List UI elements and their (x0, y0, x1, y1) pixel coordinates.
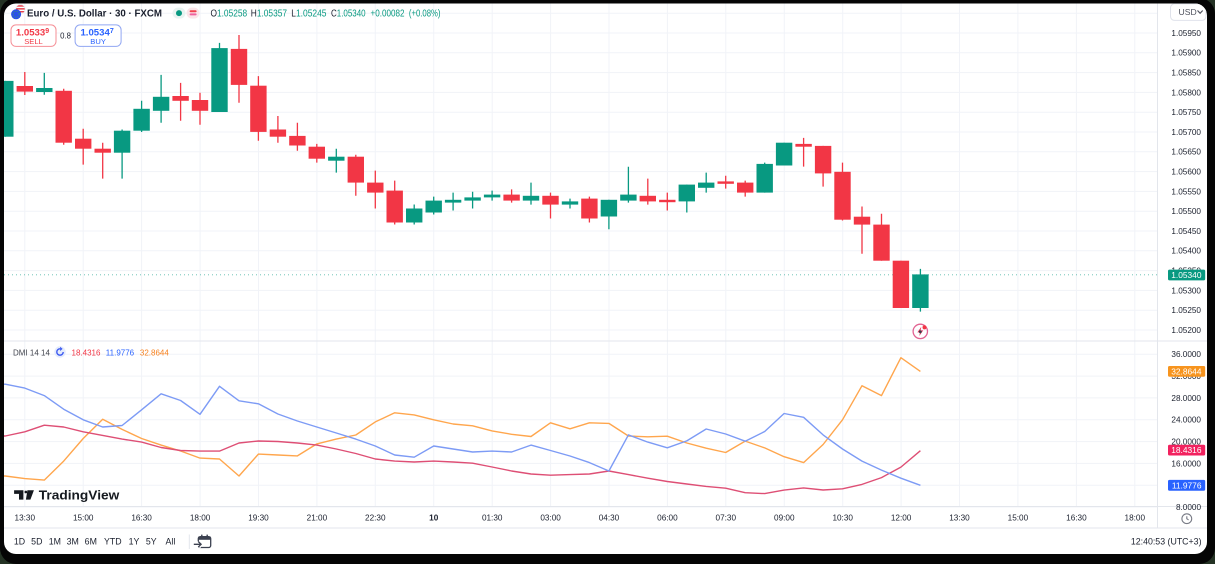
svg-text:03:00: 03:00 (540, 514, 561, 523)
svg-text:0.8: 0.8 (60, 31, 71, 40)
svg-text:11.9776: 11.9776 (106, 348, 135, 357)
svg-text:1.05200: 1.05200 (1171, 326, 1201, 335)
svg-text:1Y: 1Y (129, 537, 140, 547)
svg-text:1.05800: 1.05800 (1171, 88, 1201, 97)
svg-text:09:00: 09:00 (774, 514, 795, 523)
svg-text:13:30: 13:30 (15, 514, 36, 523)
svg-text:1.05347: 1.05347 (80, 28, 113, 39)
svg-text:18.4316: 18.4316 (72, 348, 101, 357)
svg-text:15:00: 15:00 (73, 514, 94, 523)
svg-text:1.05950: 1.05950 (1171, 29, 1201, 38)
svg-text:C1.05340: C1.05340 (331, 8, 366, 19)
svg-text:1M: 1M (49, 537, 61, 547)
svg-text:1.05900: 1.05900 (1171, 49, 1201, 58)
svg-text:1.05850: 1.05850 (1171, 69, 1201, 78)
svg-text:Euro / U.S. Dollar · 30 · FXCM: Euro / U.S. Dollar · 30 · FXCM (27, 8, 162, 19)
svg-text:1.05650: 1.05650 (1171, 148, 1201, 157)
svg-text:SELL: SELL (24, 37, 43, 46)
svg-text:24.0000: 24.0000 (1171, 416, 1201, 425)
svg-text:10:30: 10:30 (832, 514, 853, 523)
svg-text:YTD: YTD (104, 537, 122, 547)
svg-text:1.05250: 1.05250 (1171, 306, 1201, 315)
svg-text:L1.05245: L1.05245 (291, 8, 326, 19)
svg-text:(+0.08%): (+0.08%) (409, 8, 441, 19)
svg-text:36.0000: 36.0000 (1171, 350, 1201, 359)
svg-text:1.05339: 1.05339 (16, 28, 49, 39)
svg-text:DMI 14 14: DMI 14 14 (13, 348, 50, 357)
svg-text:06:00: 06:00 (657, 514, 678, 523)
svg-text:12:40:53 (UTC+3): 12:40:53 (UTC+3) (1131, 537, 1202, 547)
svg-text:USD: USD (1179, 7, 1197, 17)
svg-text:16:30: 16:30 (131, 514, 152, 523)
svg-text:+0.00082: +0.00082 (371, 8, 405, 19)
svg-text:07:30: 07:30 (716, 514, 737, 523)
svg-text:O1.05258: O1.05258 (211, 8, 248, 19)
svg-text:18:00: 18:00 (1125, 514, 1146, 523)
svg-text:01:30: 01:30 (482, 514, 503, 523)
svg-text:22:30: 22:30 (365, 514, 386, 523)
svg-text:1.05340: 1.05340 (1171, 270, 1202, 280)
svg-text:3M: 3M (67, 537, 79, 547)
svg-text:1.05550: 1.05550 (1171, 187, 1201, 196)
svg-text:H1.05357: H1.05357 (251, 8, 287, 19)
svg-text:20.0000: 20.0000 (1171, 438, 1201, 447)
svg-text:32.8644: 32.8644 (1171, 366, 1202, 376)
svg-text:BUY: BUY (90, 37, 106, 46)
svg-text:04:30: 04:30 (599, 514, 620, 523)
svg-text:1.05700: 1.05700 (1171, 128, 1201, 137)
svg-text:19:30: 19:30 (248, 514, 269, 523)
svg-text:1.05400: 1.05400 (1171, 247, 1201, 256)
svg-text:18:00: 18:00 (190, 514, 211, 523)
svg-text:1.05500: 1.05500 (1171, 207, 1201, 216)
svg-text:1.05600: 1.05600 (1171, 168, 1201, 177)
svg-text:1.05450: 1.05450 (1171, 227, 1201, 236)
svg-text:5Y: 5Y (146, 537, 157, 547)
svg-text:16.0000: 16.0000 (1171, 459, 1201, 468)
svg-text:1D: 1D (14, 537, 25, 547)
svg-text:15:00: 15:00 (1008, 514, 1029, 523)
svg-text:TradingView: TradingView (39, 487, 120, 502)
svg-text:5D: 5D (31, 537, 42, 547)
svg-text:12:00: 12:00 (891, 514, 912, 523)
svg-text:11.9776: 11.9776 (1172, 480, 1202, 490)
svg-text:10: 10 (429, 514, 439, 523)
svg-text:28.0000: 28.0000 (1171, 394, 1201, 403)
svg-text:21:00: 21:00 (307, 514, 328, 523)
svg-text:32.8644: 32.8644 (140, 348, 169, 357)
svg-text:1.05750: 1.05750 (1171, 108, 1201, 117)
svg-text:All: All (166, 537, 176, 547)
svg-text:8.0000: 8.0000 (1176, 503, 1201, 512)
svg-text:18.4316: 18.4316 (1171, 445, 1202, 455)
svg-text:6M: 6M (85, 537, 97, 547)
svg-text:16:30: 16:30 (1066, 514, 1087, 523)
svg-text:13:30: 13:30 (949, 514, 970, 523)
svg-text:1.05300: 1.05300 (1171, 286, 1201, 295)
